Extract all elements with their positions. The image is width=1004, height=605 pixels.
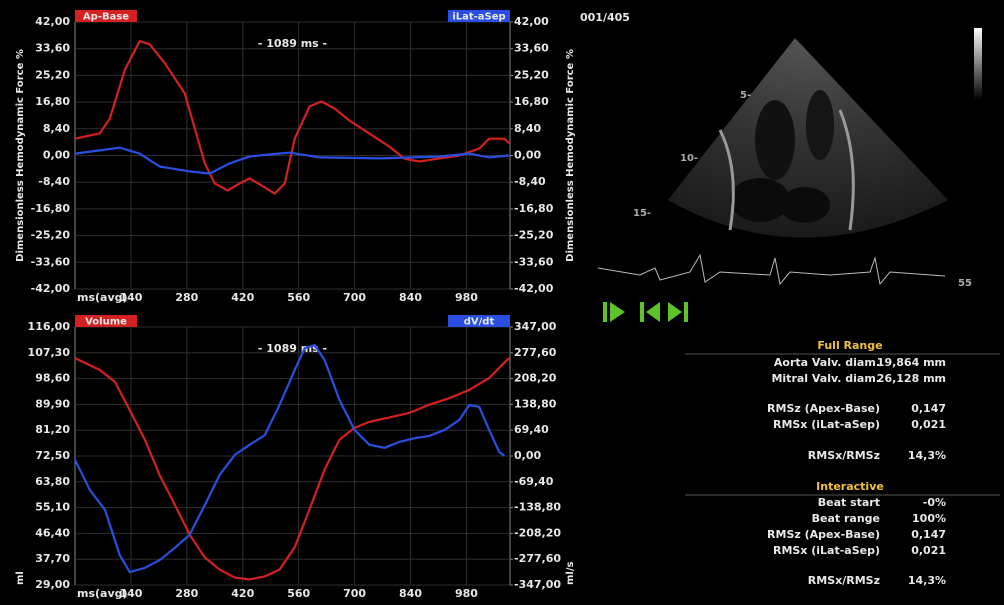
y2-tick-label: -16,80 (514, 202, 554, 215)
legend-label: dV/dt (464, 317, 495, 328)
stat-value: 0,021 (911, 544, 946, 557)
y2-tick-label: 16,80 (514, 95, 549, 108)
y2-tick-label: 42,00 (514, 15, 549, 28)
x-axis-label: ms(avg) (77, 587, 128, 600)
stat-value: 19,864 mm (877, 356, 946, 369)
svg-text:15-: 15- (633, 208, 651, 219)
x-tick-label: 700 (343, 291, 366, 304)
y-tick-label: 55,10 (35, 501, 70, 514)
y2-tick-label: -25,20 (514, 229, 554, 242)
x-axis-label: ms(avg) (77, 291, 128, 304)
stat-value: 14,3% (908, 449, 946, 462)
y-tick-label: 81,20 (35, 423, 70, 436)
stat-value: 100% (912, 512, 946, 525)
stat-label: Beat range (812, 512, 880, 525)
y2-tick-label: 8,40 (514, 122, 541, 135)
x-tick-label: 280 (175, 291, 198, 304)
y2-tick-label: 347,00 (514, 320, 557, 333)
app-window: 10- 15- 5- 001/405 55 42,00 33,60 25,20 16,… (0, 0, 1004, 605)
stat-value: 0,147 (911, 402, 946, 415)
y2-tick-label: -8,40 (514, 175, 546, 188)
x-tick-label: 980 (455, 587, 478, 600)
y2-axis-label: Dimensionless Hemodynamic Force % (565, 49, 576, 262)
x-tick-label: 840 (399, 291, 422, 304)
y-tick-label: 89,90 (35, 397, 70, 410)
stat-label: RMSx/RMSz (808, 574, 880, 587)
section-title: Interactive (816, 480, 884, 493)
y2-tick-label: -33,60 (514, 255, 554, 268)
y-tick-label: 16,80 (35, 95, 70, 108)
svg-text:5-: 5- (740, 90, 751, 101)
x-tick-label: 420 (231, 291, 254, 304)
y2-tick-label: -42,00 (514, 282, 554, 295)
y-tick-label: 29,00 (35, 578, 70, 591)
y-tick-label: -42,00 (31, 282, 71, 295)
x-tick-label: 560 (287, 587, 310, 600)
heart-rate: 55 (958, 278, 972, 289)
stat-label: RMSx/RMSz (808, 449, 880, 462)
y-tick-label: 37,70 (35, 552, 70, 565)
stat-label: Beat start (818, 496, 880, 509)
y2-tick-label: 0,00 (514, 449, 541, 462)
x-tick-label: 980 (455, 291, 478, 304)
legend-label: Volume (85, 317, 127, 328)
stat-label: RMSz (Apex-Base) (767, 528, 880, 541)
stat-value: 26,128 mm (877, 372, 946, 385)
y-tick-label: 63,80 (35, 475, 70, 488)
y-axis-label: ml (15, 571, 26, 585)
x-tick-label: 700 (343, 587, 366, 600)
y2-tick-label: 0,00 (514, 149, 541, 162)
y-tick-label: 46,40 (35, 526, 70, 539)
y-tick-label: -33,60 (31, 255, 71, 268)
stat-value: 0,147 (911, 528, 946, 541)
stat-label: Aorta Valv. diam. (774, 356, 880, 369)
stat-label: RMSz (Apex-Base) (767, 402, 880, 415)
stat-value: 0,021 (911, 418, 946, 431)
y2-tick-label: -347,00 (514, 578, 561, 591)
y-axis-label: Dimensionless Hemodynamic Force % (15, 49, 26, 262)
section-title: Full Range (817, 339, 882, 352)
y2-tick-label: -208,20 (514, 526, 561, 539)
x-tick-label: 420 (231, 587, 254, 600)
y2-tick-label: -69,40 (514, 475, 554, 488)
stat-value: 14,3% (908, 574, 946, 587)
y2-tick-label: -277,60 (514, 552, 561, 565)
legend-label: iLat-aSep (452, 12, 505, 23)
y2-tick-label: -138,80 (514, 501, 561, 514)
annotation: - 1089 ms - (258, 37, 327, 50)
y-tick-label: -25,20 (31, 229, 71, 242)
y-tick-label: 116,00 (28, 320, 71, 333)
y2-tick-label: 25,20 (514, 68, 549, 81)
y2-tick-label: 277,60 (514, 346, 557, 359)
stat-label: RMSx (iLat-aSep) (773, 418, 880, 431)
y2-tick-label: 138,80 (514, 397, 557, 410)
y2-tick-label: 69,40 (514, 423, 549, 436)
y-tick-label: 42,00 (35, 15, 70, 28)
y-tick-label: 33,60 (35, 42, 70, 55)
x-tick-label: 560 (287, 291, 310, 304)
legend-label: Ap-Base (83, 12, 129, 23)
y-tick-label: -16,80 (31, 202, 71, 215)
stat-value: -0% (923, 496, 946, 509)
y-tick-label: -8,40 (38, 175, 70, 188)
stat-label: Mitral Valv. diam. (771, 372, 880, 385)
y2-tick-label: 208,20 (514, 372, 557, 385)
y2-tick-label: 33,60 (514, 42, 549, 55)
svg-text:10-: 10- (680, 153, 698, 164)
y-tick-label: 8,40 (43, 122, 70, 135)
y-tick-label: 25,20 (35, 68, 70, 81)
y-tick-label: 107,30 (28, 346, 71, 359)
y-tick-label: 0,00 (43, 149, 70, 162)
y-tick-label: 72,50 (35, 449, 70, 462)
y-tick-label: 98,60 (35, 372, 70, 385)
frame-counter: 001/405 (580, 11, 630, 24)
stat-label: RMSx (iLat-aSep) (773, 544, 880, 557)
y2-axis-label: ml/s (565, 562, 576, 586)
x-tick-label: 280 (175, 587, 198, 600)
x-tick-label: 840 (399, 587, 422, 600)
